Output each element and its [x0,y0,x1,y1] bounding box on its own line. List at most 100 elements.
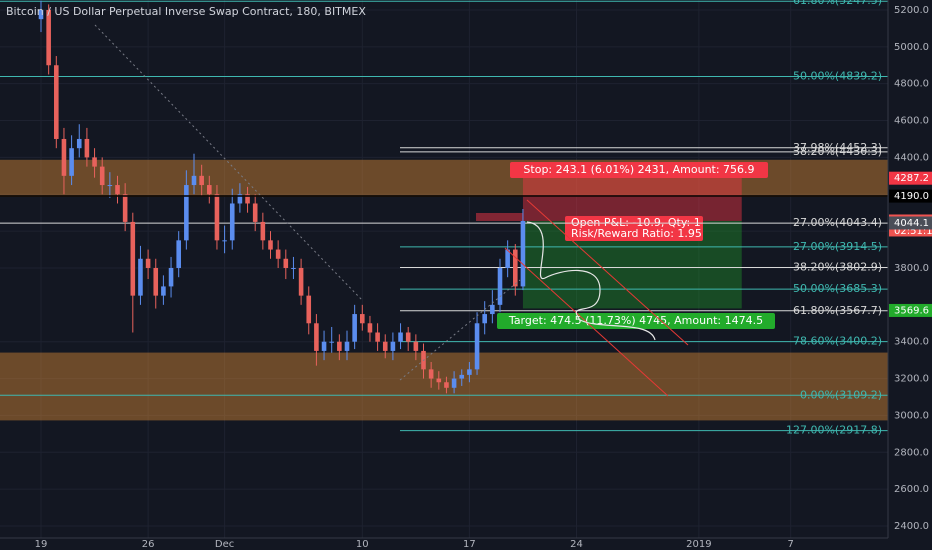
price-badge-label: 3569.6 [894,305,929,316]
candle-body [275,249,281,259]
candle-body [122,194,128,222]
fib-label: 61.80%(3567.7) [793,304,882,317]
entry-box [476,212,523,221]
candle-body [222,240,227,242]
y-tick-label: 2400.0 [894,521,929,532]
fib-label: 78.60%(3400.2) [793,335,882,348]
channel-line [526,199,689,346]
candle-body [291,267,296,269]
y-tick-label: 5000.0 [894,42,929,53]
candle-body [184,185,189,241]
candle-body [314,323,319,351]
candle-body [283,258,289,268]
axis-layer: 2400.0 2600.0 2800.0 3000.0 3200.0 3400.0 3800… [35,5,932,550]
fib-label: 0.00%(3109.2) [800,388,882,401]
drawings [0,24,888,397]
y-tick-label: 3800.0 [894,263,929,274]
candle-body [436,378,442,383]
position-label-bg [510,162,768,178]
price-timer: 02:51:10 [894,226,932,237]
price-badge-label: 4287.2 [894,173,929,184]
trend-line [94,24,363,301]
y-tick-label: 3400.0 [894,337,929,348]
position-layer: Stop: 243.1 (6.01%) 2431, Amount: 756.9 O… [476,162,775,329]
grid-layer [0,0,888,538]
candle-body [153,267,159,296]
y-tick-label: 3200.0 [894,374,929,385]
fib-label: 61.80%(5247.5) [793,0,882,7]
y-tick-label: 2800.0 [894,447,929,458]
candle-body [482,314,487,324]
position-label-bg [497,313,775,329]
candle-body [375,332,380,342]
price-badge [889,189,932,203]
candle-body [252,203,258,222]
fib-label: 38.20%(3802.9) [793,260,882,273]
candle-body [245,194,250,204]
candle-body [115,185,120,195]
candle-body [306,295,312,324]
candle-body [214,194,220,241]
rr-label: Risk/Reward Ratio: 1.95 [571,227,702,240]
candle-body [352,314,357,342]
zone-layer [0,159,888,421]
x-tick-label: 7 [788,539,794,550]
candle-body [497,267,503,305]
candle-body [451,378,457,388]
candle-body [474,323,480,370]
candle-layer [38,0,526,394]
candle-body [444,382,449,388]
candle-body [344,341,350,351]
candle-body [107,185,113,187]
position-label: Stop: 243.1 (6.01%) 2431, Amount: 756.9 [523,163,754,176]
zone [0,352,888,421]
candle-body [513,249,518,287]
candle-body [413,341,419,351]
candle-body [321,341,327,351]
candle-body [520,220,526,287]
x-tick-label: 19 [35,539,48,550]
candle-body [161,286,166,296]
y-tick-label: 3000.0 [894,410,929,421]
y-tick-label: 2600.0 [894,484,929,495]
candle-body [268,240,273,250]
pnl-label: Open P&L: -10.9, Qty: 1 [571,216,701,229]
chart-title: Bitcoin / US Dollar Perpetual Inverse Sw… [6,5,366,18]
candle-body [168,267,174,287]
candle-body [405,332,411,342]
candle-body [360,314,365,324]
fib-label: 50.00%(3685.3) [793,282,882,295]
price-badge-label: 4044.1 [894,218,929,229]
x-tick-label: 10 [356,539,369,550]
fib-label: 127.00%(2917.8) [786,424,882,437]
pnl-bg [565,216,703,241]
candle-body [207,185,212,195]
price-badge [889,171,932,185]
candle-body [54,65,59,139]
x-tick-label: Dec [215,539,234,550]
candle-body [490,304,495,315]
candle-body [92,157,97,167]
candle-body [505,249,510,268]
candle-body [130,221,136,296]
candle-body [46,9,51,66]
candle-body [229,203,235,241]
x-tick-label: 17 [463,539,476,550]
fib-label: 27.00%(3914.5) [793,240,882,253]
y-tick-label: 4400.0 [894,152,929,163]
fib-label: 50.00%(4839.2) [793,69,882,82]
candle-body [176,240,181,268]
price-badge [889,216,932,230]
candle-body [237,194,243,204]
candle-body [390,341,396,351]
candle-body [199,175,204,186]
candle-body [329,341,334,343]
candle-body [260,221,266,241]
y-tick-label: 5200.0 [894,5,929,16]
fib-label: 38.20%(4430.3) [793,145,882,158]
y-tick-label: 4800.0 [894,79,929,90]
candle-body [38,9,44,20]
x-tick-label: 2019 [686,539,711,550]
candle-body [398,332,403,342]
